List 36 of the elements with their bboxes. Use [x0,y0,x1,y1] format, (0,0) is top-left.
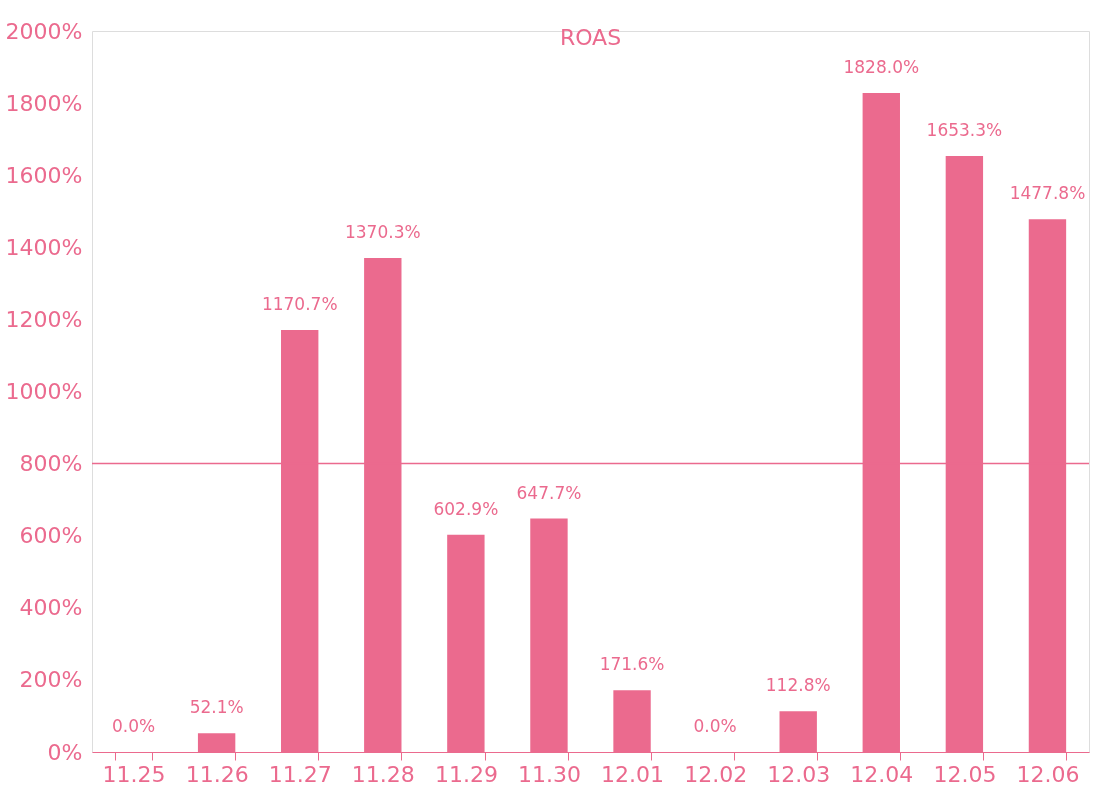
data-label: 0.0% [693,716,737,736]
x-tick-label: 11.30 [517,761,581,787]
data-label: 52.1% [189,697,244,718]
data-label: 1477.8% [1009,183,1086,204]
x-tick-label: 12.04 [850,761,914,787]
data-label: 1170.7% [261,293,338,314]
y-tick-label: 1000% [5,379,83,404]
data-label: 1653.3% [926,119,1003,140]
data-label: 0.0% [111,716,156,736]
x-tick-label: 12.02 [684,761,748,787]
y-tick-label: 2000% [5,18,83,44]
data-label: 112.8% [765,675,831,696]
y-tick-label: 0% [47,739,83,765]
data-label: 1828.0% [843,57,920,78]
y-tick-label: 400% [19,595,83,621]
y-tick-label: 1200% [5,306,83,332]
x-tick-label: 12.06 [1016,761,1080,787]
data-label: 602.9% [433,498,499,519]
y-tick-label: 800% [19,451,83,477]
y-tick-label: 200% [19,667,83,693]
y-tick-label: 600% [19,523,83,549]
x-tick-label: 11.26 [185,761,249,787]
data-label: 647.7% [516,482,582,503]
y-tick-label: 1800% [5,90,83,116]
x-tick-label: 12.03 [767,761,831,787]
x-tick-label: 12.01 [601,761,665,787]
x-tick-label: 11.25 [102,761,166,787]
x-tick-label: 11.28 [351,761,415,787]
x-tick-label: 11.27 [268,761,332,787]
y-tick-label: 1400% [5,234,83,260]
x-tick-label: 12.05 [933,761,997,787]
y-tick-label: 1600% [5,162,83,188]
data-label: 171.6% [599,654,665,675]
chart-title: ROAS [559,25,622,50]
x-tick-label: 11.29 [434,761,498,787]
data-label: 1370.3% [344,222,421,243]
